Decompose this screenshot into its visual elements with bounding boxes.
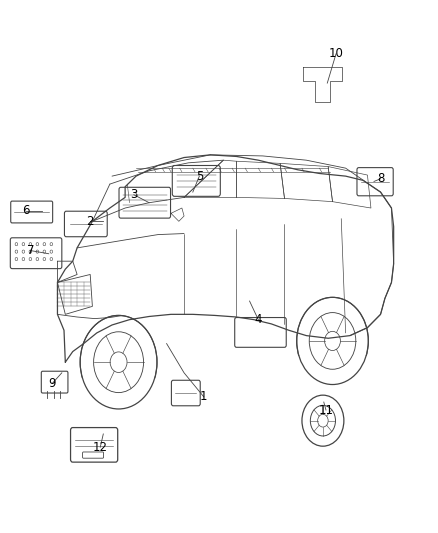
Text: 1: 1 <box>200 390 208 403</box>
Text: 2: 2 <box>86 215 94 228</box>
Text: 8: 8 <box>377 172 384 185</box>
Text: 9: 9 <box>49 377 56 390</box>
Text: 7: 7 <box>27 244 34 257</box>
Text: 6: 6 <box>22 204 30 217</box>
Text: 4: 4 <box>254 313 262 326</box>
Text: 10: 10 <box>328 47 343 60</box>
Text: 3: 3 <box>130 188 138 201</box>
Text: 11: 11 <box>318 403 333 416</box>
Text: 5: 5 <box>196 169 203 183</box>
Text: 12: 12 <box>93 441 108 454</box>
